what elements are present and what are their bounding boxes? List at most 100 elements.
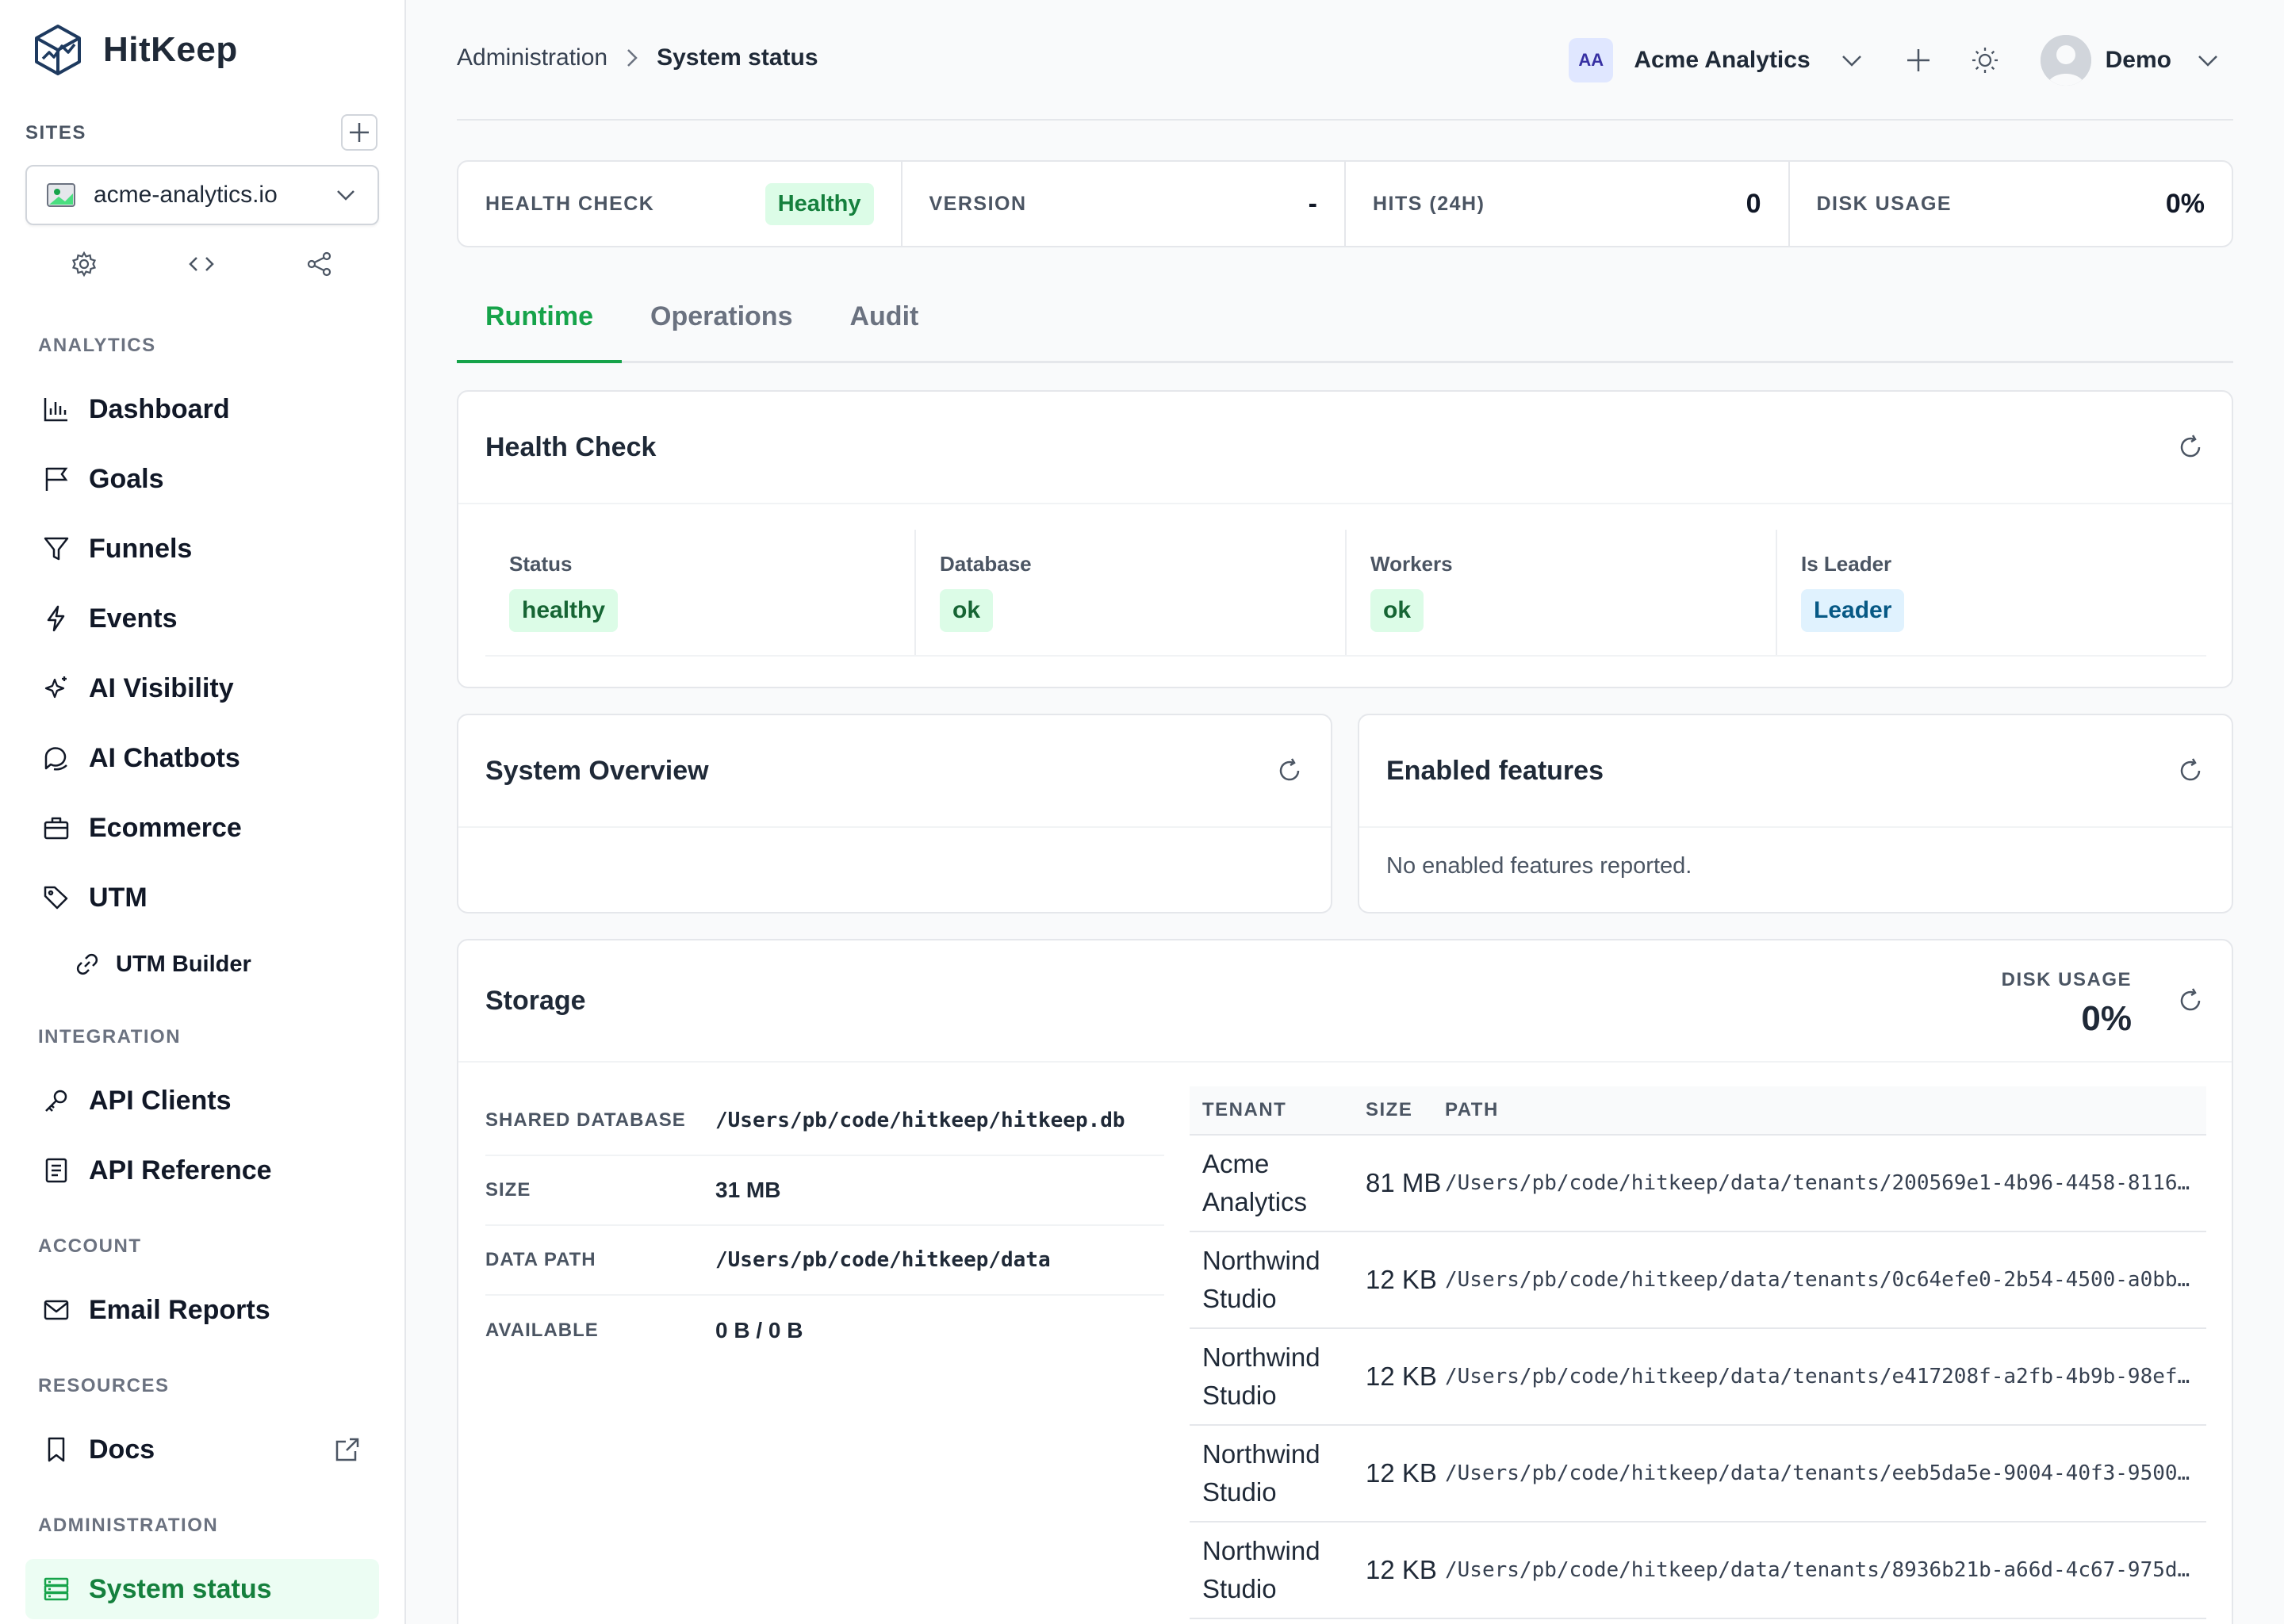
document-icon: [43, 1157, 70, 1184]
sites-label: SITES: [25, 122, 86, 144]
stats-bar: HEALTH CHECK Healthy VERSION - HITS (24H…: [457, 160, 2233, 247]
tab-audit[interactable]: Audit: [849, 301, 919, 331]
tab-runtime[interactable]: Runtime: [457, 278, 622, 363]
sidebar-item-label: API Reference: [89, 1155, 272, 1185]
kv-key: SIZE: [485, 1179, 531, 1201]
sidebar-item-ai-chatbots[interactable]: AI Chatbots: [25, 728, 379, 788]
table-header: TENANT SIZE PATH: [1190, 1086, 2206, 1136]
health-database-cell: Database ok: [916, 530, 1347, 655]
refresh-icon[interactable]: [2176, 986, 2205, 1015]
storage-disk-usage: DISK USAGE 0%: [2002, 969, 2132, 1039]
header-divider: [457, 119, 2233, 121]
app-logo[interactable]: HitKeep: [33, 24, 238, 76]
chevron-down-icon[interactable]: [1839, 48, 1864, 73]
section-label-resources: RESOURCES: [38, 1375, 170, 1396]
kv-value: /Users/pb/code/hitkeep/data: [715, 1248, 1051, 1272]
stat-value: 0%: [2165, 188, 2205, 219]
sidebar-item-docs[interactable]: Docs: [25, 1419, 379, 1480]
kv-key: AVAILABLE: [485, 1320, 599, 1341]
storage-details: SHARED DATABASE /Users/pb/code/hitkeep/h…: [485, 1086, 1164, 1365]
enabled-features-card: Enabled features No enabled features rep…: [1358, 714, 2233, 914]
sidebar-item-funnels[interactable]: Funnels: [25, 519, 379, 579]
key-icon: [43, 1087, 70, 1114]
stat-label: VERSION: [929, 192, 1027, 215]
card-title: Health Check: [485, 431, 657, 462]
app-name: HitKeep: [103, 30, 238, 69]
health-workers-cell: Workers ok: [1347, 530, 1777, 655]
user-avatar[interactable]: [2040, 35, 2091, 86]
sparkle-icon: [43, 675, 70, 702]
kv-value: /Users/pb/code/hitkeep/hitkeep.db: [715, 1109, 1125, 1132]
table-row: Northwind Studio 12 KB /Users/pb/code/hi…: [1190, 1232, 2206, 1329]
sidebar-item-label: AI Chatbots: [89, 742, 240, 773]
disk-usage-value: 0%: [2081, 999, 2132, 1038]
sidebar: HitKeep SITES acme-analytics.io ANALYTIC…: [0, 0, 406, 1624]
sidebar-item-label: Goals: [89, 463, 164, 494]
kv-value: 0 B / 0 B: [715, 1318, 803, 1342]
kv-row-available: AVAILABLE 0 B / 0 B: [485, 1296, 1164, 1365]
plus-icon[interactable]: [1904, 46, 1933, 75]
funnel-icon: [43, 535, 70, 562]
gear-icon[interactable]: [71, 251, 98, 278]
refresh-icon[interactable]: [2176, 756, 2205, 785]
user-name[interactable]: Demo: [2105, 47, 2171, 73]
card-title: Storage: [485, 985, 586, 1016]
section-label-account: ACCOUNT: [38, 1235, 142, 1257]
breadcrumb-administration[interactable]: Administration: [457, 44, 608, 71]
stat-value: -: [1308, 188, 1317, 219]
bookmark-icon: [43, 1436, 70, 1463]
share-icon[interactable]: [305, 251, 334, 278]
section-label-analytics: ANALYTICS: [38, 335, 156, 356]
section-label-integration: INTEGRATION: [38, 1026, 182, 1048]
site-selector[interactable]: acme-analytics.io: [25, 165, 379, 225]
card-title: Enabled features: [1386, 755, 1604, 786]
sidebar-item-dashboard[interactable]: Dashboard: [25, 379, 379, 439]
org-switcher[interactable]: Acme Analytics: [1634, 47, 1811, 73]
sun-icon[interactable]: [1971, 46, 1999, 75]
refresh-icon[interactable]: [1275, 756, 1304, 785]
hc-label: Workers: [1370, 552, 1453, 576]
site-tools: [25, 251, 379, 278]
sidebar-item-api-reference[interactable]: API Reference: [25, 1140, 379, 1201]
table-row: Acme Analytics 81 MB /Users/pb/code/hitk…: [1190, 1136, 2206, 1232]
tab-operations[interactable]: Operations: [650, 301, 793, 331]
tenant-size: 81 MB: [1366, 1168, 1442, 1197]
hc-label: Is Leader: [1801, 552, 1892, 576]
tenant-name: Northwind Studio: [1202, 1536, 1320, 1603]
sidebar-item-email-reports[interactable]: Email Reports: [25, 1280, 379, 1340]
sidebar-item-utm[interactable]: UTM: [25, 868, 379, 928]
site-favicon-icon: [46, 179, 78, 211]
stat-label: HEALTH CHECK: [485, 192, 655, 215]
header-actions: AA Acme Analytics Demo: [1569, 32, 2221, 89]
envelope-icon: [43, 1297, 70, 1323]
refresh-icon[interactable]: [2176, 433, 2205, 462]
tenant-table: TENANT SIZE PATH Acme Analytics 81 MB /U…: [1190, 1086, 2206, 1619]
sidebar-item-events[interactable]: Events: [25, 588, 379, 649]
sidebar-item-goals[interactable]: Goals: [25, 449, 379, 509]
health-status-cell: Status healthy: [485, 530, 916, 655]
sidebar-item-label: Docs: [89, 1434, 155, 1465]
add-site-button[interactable]: [341, 114, 377, 151]
stat-health-check: HEALTH CHECK Healthy: [458, 162, 902, 246]
code-icon[interactable]: [187, 251, 216, 278]
card-header: Enabled features: [1359, 715, 2232, 828]
tenant-path: /Users/pb/code/hitkeep/data/tenants/2005…: [1445, 1171, 2190, 1195]
table-row: Northwind Studio 12 KB /Users/pb/code/hi…: [1190, 1522, 2206, 1619]
hitkeep-logo-icon: [33, 24, 82, 76]
sidebar-item-label: UTM Builder: [116, 951, 251, 977]
sidebar-item-ai-visibility[interactable]: AI Visibility: [25, 658, 379, 718]
sidebar-item-api-clients[interactable]: API Clients: [25, 1071, 379, 1131]
storage-card: Storage DISK USAGE 0% SHARED DATABASE /U…: [457, 939, 2233, 1624]
sidebar-item-ecommerce[interactable]: Ecommerce: [25, 798, 379, 858]
tenant-size: 12 KB: [1366, 1362, 1437, 1391]
chat-bubble-icon: [43, 745, 70, 772]
chevron-down-icon[interactable]: [2195, 48, 2221, 73]
tag-icon: [43, 884, 70, 911]
status-badge: healthy: [509, 589, 619, 632]
kv-row-shared-database: SHARED DATABASE /Users/pb/code/hitkeep/h…: [485, 1086, 1164, 1156]
sidebar-item-system-status[interactable]: System status: [25, 1559, 379, 1619]
breadcrumb: Administration System status: [457, 44, 818, 71]
health-badge: Healthy: [765, 182, 874, 225]
link-icon: [75, 952, 100, 977]
sidebar-item-utm-builder[interactable]: UTM Builder: [25, 934, 379, 994]
